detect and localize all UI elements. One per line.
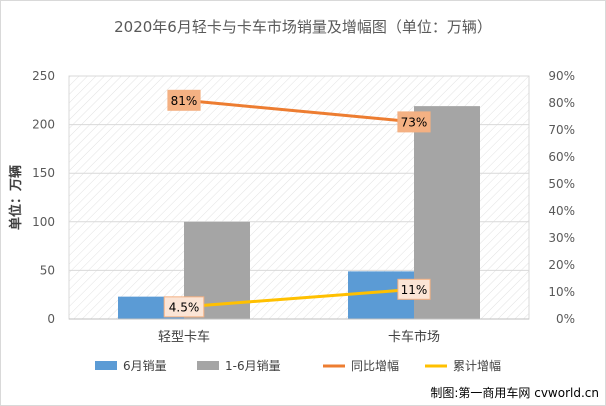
series-line xyxy=(182,98,416,124)
legend-swatch xyxy=(95,361,117,370)
lines xyxy=(182,98,416,309)
y2-tick-label: 20% xyxy=(548,258,575,272)
legend-label: 累计增幅 xyxy=(453,358,501,373)
y2-tick-label: 30% xyxy=(548,231,575,245)
y2-tick-label: 80% xyxy=(548,96,575,110)
y2-tick-label: 90% xyxy=(548,69,575,83)
chart-title: 2020年6月轻卡与卡车市场销量及增幅图（单位：万辆） xyxy=(114,18,492,36)
legend-label: 6月销量 xyxy=(123,359,167,373)
y2-tick-label: 70% xyxy=(548,123,575,137)
legend-label: 1-6月销量 xyxy=(225,359,281,373)
x-tick-label: 轻型卡车 xyxy=(158,329,210,345)
y-tick-label: 0 xyxy=(47,312,55,326)
y-tick-label: 50 xyxy=(40,263,55,277)
legend-label: 同比增幅 xyxy=(351,358,399,373)
y2-tick-label: 50% xyxy=(548,177,575,191)
legend-swatch xyxy=(197,361,219,370)
data-label: 11% xyxy=(401,283,428,297)
credit-text: 制图:第一商用车网 cvworld.cn xyxy=(430,385,599,400)
data-label: 4.5% xyxy=(169,300,200,314)
y2-tick-label: 60% xyxy=(548,150,575,164)
y-tick-label: 100 xyxy=(32,215,55,229)
data-label-box xyxy=(163,296,205,318)
y-tick-label: 250 xyxy=(32,69,55,83)
y2-tick-label: 40% xyxy=(548,204,575,218)
y-axis-label: 单位：万辆 xyxy=(8,165,24,230)
data-label: 73% xyxy=(401,115,428,129)
x-tick-label: 卡车市场 xyxy=(388,329,440,345)
y-tick-label: 150 xyxy=(32,166,55,180)
data-label-box xyxy=(397,111,431,133)
legend: 6月销量 1-6月销量 同比增幅 累计增幅 xyxy=(95,358,501,373)
series-line xyxy=(182,287,416,309)
x-axis: 轻型卡车 卡车市场 xyxy=(69,318,529,345)
y2-axis: 0% 10% 20% 30% 40% 50% 60% 70% 80% 90% xyxy=(548,69,575,326)
data-label-box xyxy=(167,89,201,111)
y-axis: 0 50 100 150 200 250 xyxy=(32,69,55,326)
y2-tick-label: 10% xyxy=(548,285,575,299)
data-labels: 81% 73% 4.5% 11% xyxy=(163,89,431,318)
y-tick-label: 200 xyxy=(32,118,55,132)
data-label: 81% xyxy=(171,94,198,108)
y2-tick-label: 0% xyxy=(556,312,575,326)
data-label-box xyxy=(397,278,431,300)
